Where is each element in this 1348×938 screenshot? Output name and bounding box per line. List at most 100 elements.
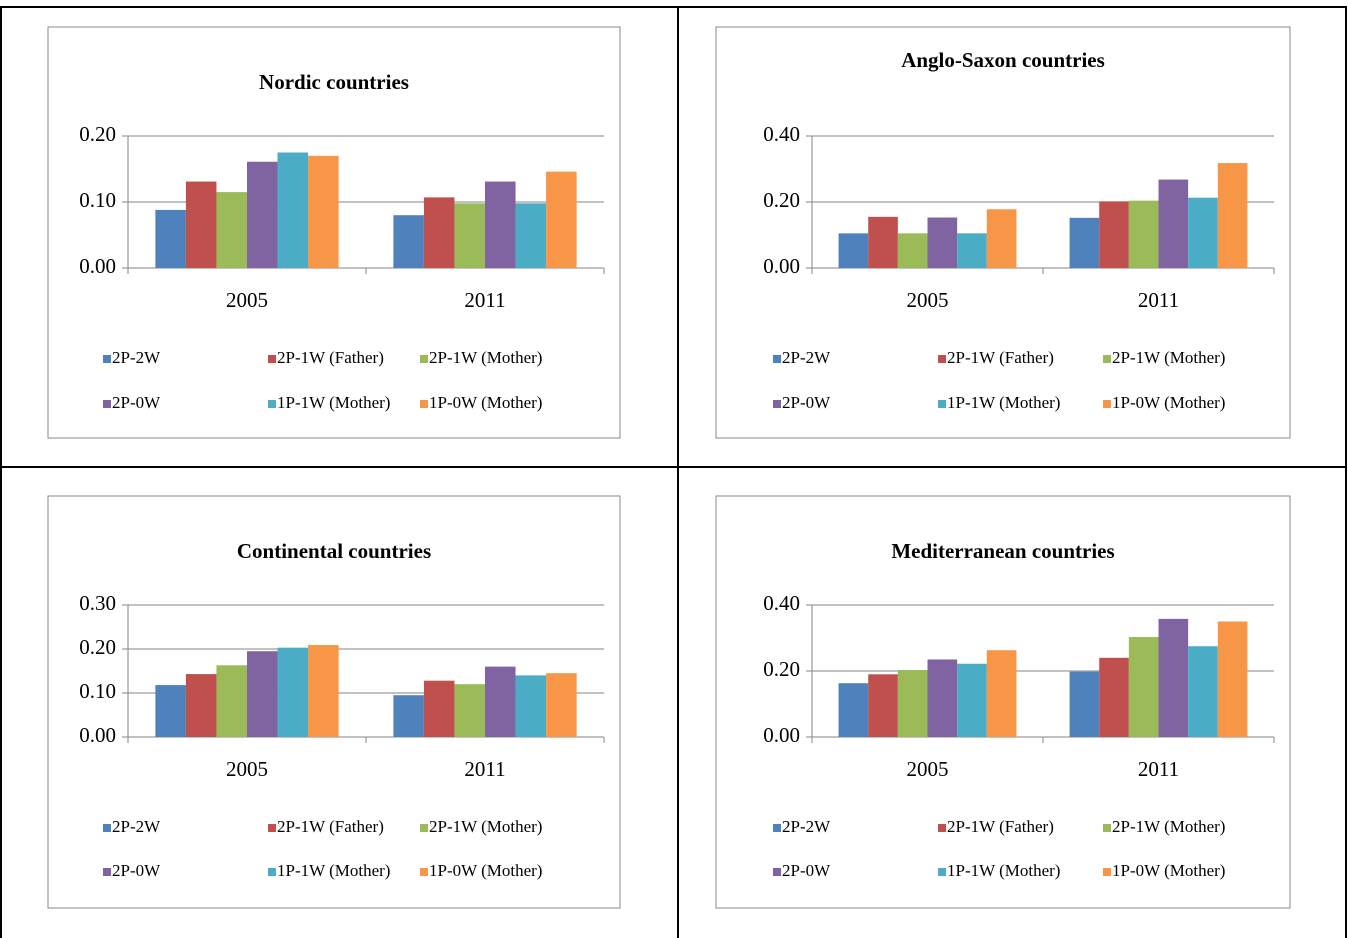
legend-label: 2P-0W — [112, 861, 161, 880]
x-tick-label: 2011 — [1138, 288, 1179, 312]
bar — [423, 197, 455, 268]
legend-label: 1P-1W (Mother) — [277, 393, 390, 412]
bar — [308, 155, 339, 268]
y-tick-label: 0.10 — [79, 679, 116, 703]
legend-label: 2P-1W (Mother) — [429, 817, 542, 836]
legend-label: 2P-0W — [782, 393, 831, 412]
legend-label: 1P-1W (Mother) — [947, 861, 1060, 880]
chart-title: Mediterranean countries — [891, 539, 1114, 563]
legend-label: 2P-1W (Mother) — [1112, 817, 1225, 836]
legend-label: 1P-0W (Mother) — [1112, 393, 1225, 412]
bar — [454, 684, 485, 737]
legend-swatch — [773, 355, 781, 363]
bar — [423, 680, 455, 737]
legend-swatch — [103, 400, 111, 408]
bar — [216, 192, 247, 268]
legend-label: 1P-0W (Mother) — [1112, 861, 1225, 880]
y-tick-label: 0.00 — [79, 254, 116, 278]
bar — [927, 659, 958, 737]
legend-swatch — [1103, 400, 1111, 408]
bar — [247, 651, 278, 737]
legend-swatch — [773, 824, 781, 832]
bar — [868, 674, 898, 737]
y-tick-label: 0.20 — [79, 635, 116, 659]
bar — [1188, 197, 1218, 268]
legend-swatch — [938, 868, 946, 876]
bar — [155, 209, 186, 268]
legend-swatch — [103, 355, 111, 363]
legend-swatch — [420, 824, 428, 832]
bar — [957, 663, 987, 737]
bar — [277, 647, 309, 737]
y-tick-label: 0.00 — [79, 723, 116, 747]
legend-label: 2P-2W — [782, 817, 831, 836]
bar — [155, 685, 186, 737]
chart-title: Anglo-Saxon countries — [901, 48, 1105, 72]
y-tick-label: 0.40 — [763, 122, 800, 146]
y-tick-label: 0.00 — [763, 254, 800, 278]
bar — [868, 216, 898, 268]
bar — [393, 695, 424, 737]
bar — [838, 683, 869, 737]
legend-swatch — [103, 824, 111, 832]
bar — [515, 675, 547, 737]
bar — [247, 161, 278, 268]
bar — [1158, 179, 1189, 268]
bar — [1188, 646, 1218, 737]
y-tick-label: 0.20 — [763, 188, 800, 212]
bar — [1128, 637, 1159, 737]
bar — [1217, 163, 1248, 268]
legend-label: 2P-0W — [112, 393, 161, 412]
legend-label: 1P-1W (Mother) — [947, 393, 1060, 412]
legend-label: 2P-1W (Mother) — [429, 348, 542, 367]
table-border — [0, 6, 1347, 938]
legend-label: 1P-0W (Mother) — [429, 861, 542, 880]
y-tick-label: 0.10 — [79, 188, 116, 212]
chart-title: Nordic countries — [259, 70, 409, 94]
y-tick-label: 0.30 — [79, 591, 116, 615]
bar — [986, 650, 1017, 737]
bar — [986, 209, 1017, 268]
legend-label: 2P-2W — [782, 348, 831, 367]
bar — [454, 203, 485, 268]
legend-label: 2P-1W (Father) — [947, 817, 1054, 836]
chart-title: Continental countries — [237, 539, 431, 563]
bar — [897, 233, 928, 268]
bar — [1158, 618, 1189, 737]
bar — [927, 217, 958, 268]
bar — [393, 215, 424, 268]
legend-label: 2P-1W (Father) — [947, 348, 1054, 367]
y-tick-label: 0.00 — [763, 723, 800, 747]
legend-label: 2P-1W (Father) — [277, 348, 384, 367]
legend-label: 2P-2W — [112, 348, 161, 367]
x-tick-label: 2005 — [907, 288, 949, 312]
bar — [515, 203, 547, 268]
legend-swatch — [773, 868, 781, 876]
bar — [1099, 657, 1129, 737]
legend-label: 2P-1W (Father) — [277, 817, 384, 836]
x-tick-label: 2011 — [464, 757, 505, 781]
legend-swatch — [1103, 868, 1111, 876]
bar — [1099, 201, 1129, 268]
legend-swatch — [1103, 355, 1111, 363]
legend-swatch — [773, 400, 781, 408]
y-tick-label: 0.20 — [79, 122, 116, 146]
legend-swatch — [1103, 824, 1111, 832]
y-tick-label: 0.40 — [763, 591, 800, 615]
legend-swatch — [938, 400, 946, 408]
x-tick-label: 2011 — [1138, 757, 1179, 781]
bar — [1217, 621, 1248, 737]
bar — [185, 674, 217, 737]
legend-swatch — [420, 355, 428, 363]
legend-label: 2P-1W (Mother) — [1112, 348, 1225, 367]
bar — [546, 171, 577, 268]
bar — [838, 233, 869, 268]
legend-label: 1P-1W (Mother) — [277, 861, 390, 880]
bar — [216, 665, 247, 737]
bar — [897, 670, 928, 737]
bar — [185, 181, 217, 268]
legend-swatch — [938, 355, 946, 363]
legend-label: 2P-0W — [782, 861, 831, 880]
legend-swatch — [103, 868, 111, 876]
